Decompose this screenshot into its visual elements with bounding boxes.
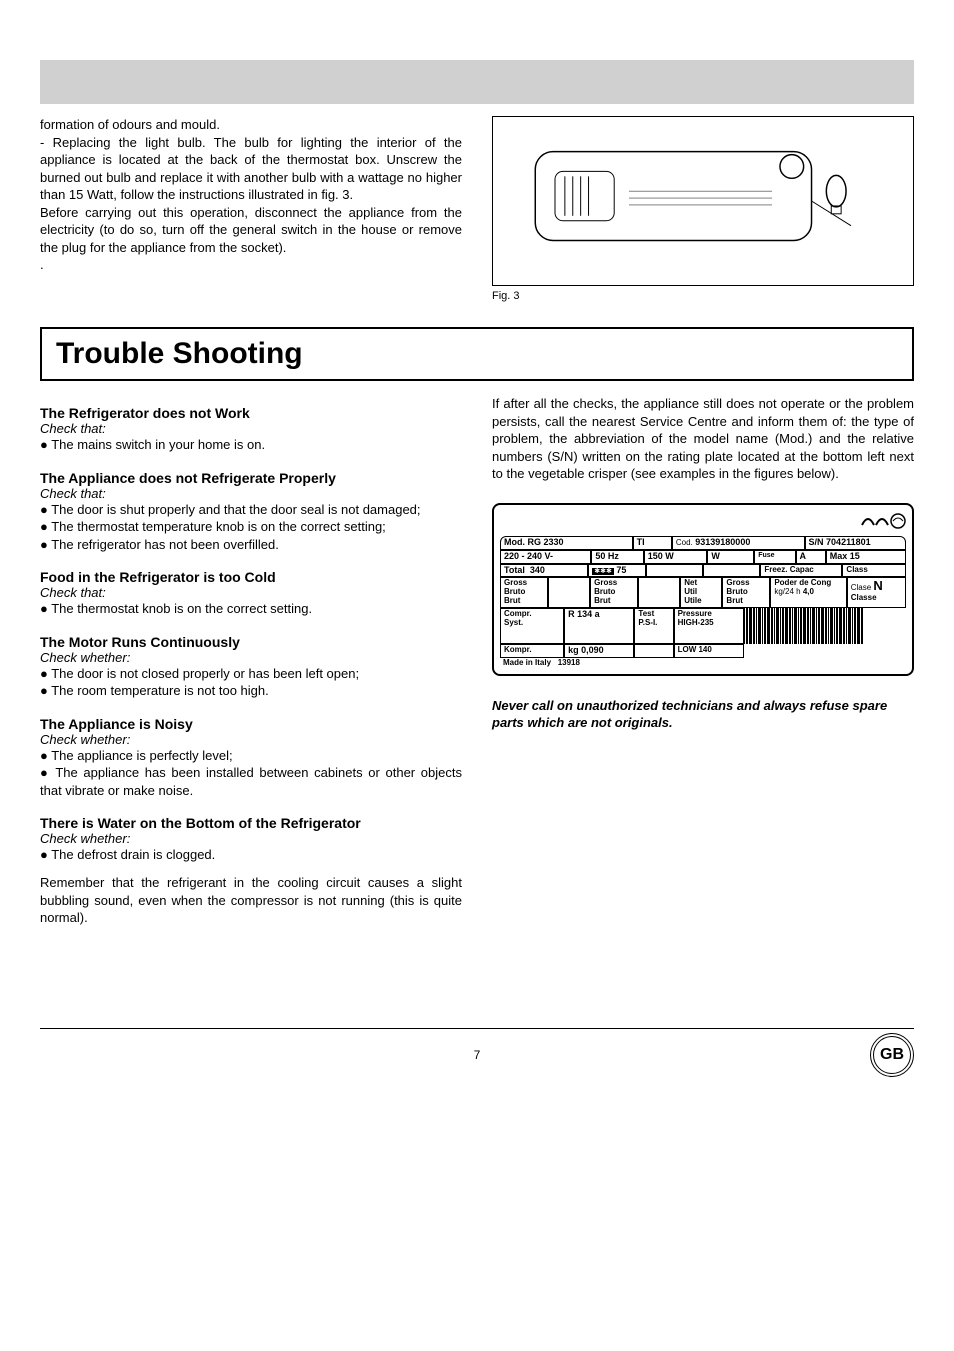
page-number: 7 <box>474 1048 481 1062</box>
plate-logo-icon <box>860 511 906 533</box>
cod-label: Cod. <box>676 538 693 547</box>
gb-badge: GB <box>870 1033 914 1077</box>
figure-3 <box>492 116 914 286</box>
section-title: Trouble Shooting <box>56 337 898 371</box>
watts: 150 W <box>648 551 674 561</box>
intro-dot: . <box>40 256 462 274</box>
check-that-2: Check that: <box>40 486 462 501</box>
kg24: kg/24 h <box>774 587 800 596</box>
intro-line1: formation of odours and mould. <box>40 116 462 134</box>
hz: 50 Hz <box>595 551 619 561</box>
bullet-1: ● The mains switch in your home is on. <box>40 436 462 454</box>
made: Made in Italy <box>503 658 551 667</box>
total2: 75 <box>616 565 626 575</box>
gross3: Gross Bruto Brut <box>726 578 749 605</box>
cod-val: 93139180000 <box>695 537 750 547</box>
net: Net Util Utile <box>684 578 701 605</box>
bullet-4a: ● The door is not closed properly or has… <box>40 665 462 683</box>
fuse-val: A <box>800 551 807 561</box>
heading-not-work: The Refrigerator does not Work <box>40 405 462 421</box>
w2: W <box>711 551 720 561</box>
compr-val: R 134 a <box>568 609 600 619</box>
bullet-4b: ● The room temperature is not too high. <box>40 682 462 700</box>
fuse-label: Fuse <box>758 552 774 559</box>
bullet-5a: ● The appliance is perfectly level; <box>40 747 462 765</box>
classe: Classe <box>851 593 877 602</box>
max: Max 15 <box>830 551 860 561</box>
psi: P.S-I. <box>638 618 657 627</box>
heading-noisy: The Appliance is Noisy <box>40 716 462 732</box>
sn-val: 704211801 <box>826 537 871 547</box>
bullet-2b: ● The thermostat temperature knob is on … <box>40 518 462 536</box>
intro-section: formation of odours and mould. - Replaci… <box>40 116 914 302</box>
check-that-1: Check that: <box>40 421 462 436</box>
sn-label: S/N <box>809 537 824 547</box>
footer: 7 GB <box>40 1028 914 1077</box>
pressure: Pressure HIGH-235 <box>678 609 714 627</box>
low: LOW 140 <box>678 645 712 654</box>
clase: Clase <box>851 583 871 592</box>
check-that-3: Check that: <box>40 585 462 600</box>
kompr-label: Kompr. <box>504 645 532 654</box>
bullet-2c: ● The refrigerator has not been overfill… <box>40 536 462 554</box>
service-para: If after all the checks, the appliance s… <box>492 395 914 483</box>
bulb-diagram-icon <box>503 127 903 275</box>
heading-motor-runs: The Motor Runs Continuously <box>40 634 462 650</box>
barcode-icon <box>744 608 906 644</box>
bullet-5b: ● The appliance has been installed betwe… <box>40 764 462 799</box>
poder: Poder de Cong <box>774 578 831 587</box>
troubleshooting-columns: The Refrigerator does not Work Check tha… <box>40 395 914 927</box>
mod-label: Mod. <box>504 537 525 547</box>
refrigerant-note: Remember that the refrigerant in the coo… <box>40 874 462 927</box>
heading-too-cold: Food in the Refrigerator is too Cold <box>40 569 462 585</box>
ti: TI <box>637 537 645 547</box>
intro-para2: Before carrying out this operation, disc… <box>40 204 462 257</box>
heading-water-bottom: There is Water on the Bottom of the Refr… <box>40 815 462 831</box>
bullet-6: ● The defrost drain is clogged. <box>40 846 462 864</box>
made-num: 13918 <box>558 658 580 667</box>
kg24-val: 4,0 <box>803 587 814 596</box>
class-n: N <box>873 578 882 593</box>
bullet-2a: ● The door is shut properly and that the… <box>40 501 462 519</box>
mod-val: RG 2330 <box>528 537 564 547</box>
volts: 220 - 240 V- <box>504 551 553 561</box>
check-whether-5: Check whether: <box>40 732 462 747</box>
bullet-3: ● The thermostat knob is on the correct … <box>40 600 462 618</box>
check-whether-4: Check whether: <box>40 650 462 665</box>
intro-para1: - Replacing the light bulb. The bulb for… <box>40 134 462 204</box>
total-val: 340 <box>530 565 545 575</box>
compr-label: Compr. Syst. <box>504 609 532 627</box>
gross2: Gross Bruto Brut <box>594 578 617 605</box>
rating-plate: Mod. RG 2330 TI Cod. 93139180000 S/N 704… <box>492 503 914 677</box>
heading-not-refrigerate: The Appliance does not Refrigerate Prope… <box>40 470 462 486</box>
header-band <box>40 60 914 104</box>
check-whether-6: Check whether: <box>40 831 462 846</box>
total-label: Total <box>504 565 525 575</box>
fig3-caption: Fig. 3 <box>492 290 914 302</box>
freez: Freez. Capac <box>764 565 813 574</box>
kompr-val: kg 0,090 <box>568 645 604 655</box>
warning-text: Never call on unauthorized technicians a… <box>492 698 914 732</box>
class: Class <box>846 565 867 574</box>
section-title-box: Trouble Shooting <box>40 327 914 381</box>
gross1: Gross Bruto Brut <box>504 578 527 605</box>
test: Test <box>638 609 654 618</box>
